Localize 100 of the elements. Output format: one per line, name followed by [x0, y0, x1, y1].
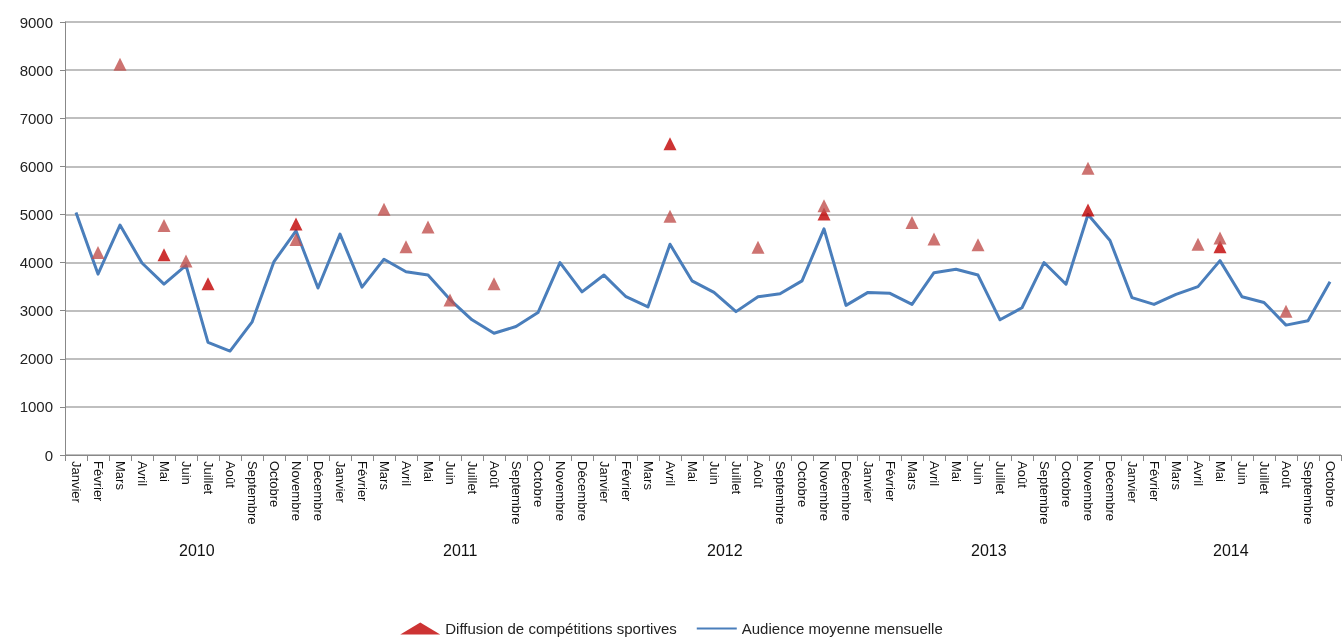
y-tick-label: 1000	[19, 398, 53, 416]
x-tick-label: Juillet	[464, 461, 480, 495]
x-tick-label: Juin	[706, 461, 722, 485]
legend-label: Audience moyenne mensuelle	[741, 620, 943, 637]
x-tick-label: Juin	[1234, 461, 1250, 485]
y-tick-label: 7000	[19, 109, 53, 127]
x-tick-label: Août	[1278, 461, 1294, 489]
x-tick-label: Août	[750, 461, 766, 489]
x-tick-label: Mai	[948, 461, 964, 483]
y-tick-label: 6000	[19, 157, 53, 175]
x-tick-label: Janvier	[1124, 461, 1140, 504]
point	[487, 277, 501, 291]
x-tick-label: Décembre	[574, 461, 590, 521]
x-tick-label: Décembre	[310, 461, 326, 521]
x-tick-label: Février	[882, 461, 898, 503]
legend-label: Diffusion de compétitions sportives	[445, 620, 677, 637]
x-tick-label: Mars	[376, 461, 392, 491]
text: 2012	[707, 541, 743, 559]
x-tick-label: Avril	[134, 461, 150, 487]
point	[1279, 304, 1293, 318]
x-tick-label: Avril	[926, 461, 942, 487]
x-tick-label: Décembre	[1102, 461, 1118, 521]
x-tick-label: Octobre	[1058, 461, 1074, 508]
y-tick-label: 9000	[19, 13, 53, 31]
point	[443, 293, 457, 307]
text: 2011	[443, 541, 478, 559]
x-tick-label: Février	[354, 461, 370, 503]
x-tick-label: Mai	[420, 461, 436, 483]
x-tick-label: Novembre	[1080, 461, 1096, 521]
x-tick-label: Juin	[178, 461, 194, 485]
point	[113, 57, 127, 71]
y-tick-label: 0	[44, 446, 53, 464]
point	[663, 137, 677, 151]
point	[1081, 161, 1095, 175]
point	[663, 209, 677, 223]
text: 2014	[1213, 541, 1249, 559]
x-tick-label: Février	[1146, 461, 1162, 503]
y-tick-label: 2000	[19, 350, 53, 368]
x-tick-label: Septembre	[1300, 461, 1316, 525]
y-tick-label: 3000	[19, 302, 53, 320]
x-tick-label: Juillet	[1256, 461, 1272, 495]
point	[289, 217, 303, 231]
x-tick-label: Février	[618, 461, 634, 503]
point	[971, 238, 985, 252]
point	[289, 232, 303, 246]
x-tick-label: Juin	[970, 461, 986, 485]
x-tick-label: Septembre	[1036, 461, 1052, 525]
x-tick-label: Avril	[398, 461, 414, 487]
x-tick-label: Mai	[156, 461, 172, 483]
y-tick-label: 8000	[19, 61, 53, 79]
x-tick-label: Juin	[442, 461, 458, 485]
x-tick-label: Novembre	[288, 461, 304, 521]
point	[1213, 231, 1227, 245]
x-tick-label: Septembre	[772, 461, 788, 525]
x-tick-label: Novembre	[816, 461, 832, 521]
x-tick-label: Septembre	[244, 461, 260, 525]
x-tick-label: Janvier	[596, 461, 612, 504]
point	[1191, 237, 1205, 251]
point	[751, 240, 765, 254]
x-tick-label: Mars	[640, 461, 656, 491]
x-tick-label: Mai	[1212, 461, 1228, 483]
x-tick-label: Janvier	[68, 461, 84, 504]
y-tick-label: 4000	[19, 254, 53, 272]
x-tick-label: Janvier	[860, 461, 876, 504]
point	[1081, 203, 1095, 217]
x-tick-label: Mars	[1168, 461, 1184, 491]
text: 2010	[179, 541, 215, 559]
point	[817, 199, 831, 213]
x-tick-label: Juillet	[728, 461, 744, 495]
point	[377, 202, 391, 216]
x-tick-label: Août	[222, 461, 238, 489]
point	[399, 240, 413, 254]
x-tick-label: Octobre	[1322, 461, 1338, 508]
point	[421, 220, 435, 234]
x-tick-label: Mai	[684, 461, 700, 483]
point	[91, 245, 105, 259]
x-tick-label: Décembre	[838, 461, 854, 521]
point	[927, 232, 941, 246]
x-tick-label: Avril	[1190, 461, 1206, 487]
x-tick-label: Mars	[112, 461, 128, 491]
x-tick-label: Mars	[904, 461, 920, 491]
x-tick-label: Avril	[662, 461, 678, 487]
x-tick-label: Juillet	[200, 461, 216, 495]
x-tick-label: Juillet	[992, 461, 1008, 495]
x-tick-label: Octobre	[266, 461, 282, 508]
y-tick-label: 5000	[19, 205, 53, 223]
x-tick-label: Août	[486, 461, 502, 489]
point	[201, 277, 215, 291]
x-tick-label: Octobre	[794, 461, 810, 508]
point	[179, 254, 193, 268]
x-tick-label: Octobre	[530, 461, 546, 508]
x-tick-label: Août	[1014, 461, 1030, 489]
x-tick-label: Février	[90, 461, 106, 503]
point	[157, 219, 171, 233]
x-tick-label: Novembre	[552, 461, 568, 521]
x-tick-label: Septembre	[508, 461, 524, 525]
text: 2013	[971, 541, 1007, 559]
point	[157, 248, 171, 262]
x-tick-label: Janvier	[332, 461, 348, 504]
point	[905, 216, 919, 230]
